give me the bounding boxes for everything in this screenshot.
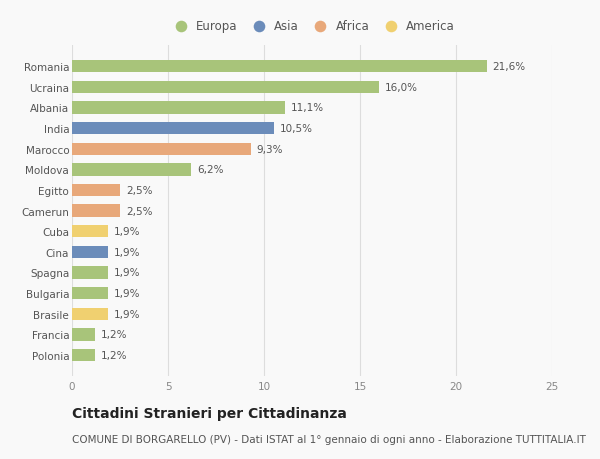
Text: 1,2%: 1,2% xyxy=(101,350,127,360)
Text: 10,5%: 10,5% xyxy=(280,124,313,134)
Bar xyxy=(72,82,379,94)
Bar xyxy=(72,349,95,361)
Bar xyxy=(72,329,95,341)
Legend: Europa, Asia, Africa, America: Europa, Asia, Africa, America xyxy=(169,21,455,34)
Bar xyxy=(72,185,120,197)
Bar xyxy=(72,123,274,135)
Bar xyxy=(72,102,285,114)
Bar xyxy=(72,143,251,156)
Text: 1,2%: 1,2% xyxy=(101,330,127,340)
Text: 1,9%: 1,9% xyxy=(114,309,141,319)
Text: 16,0%: 16,0% xyxy=(385,83,418,93)
Text: 2,5%: 2,5% xyxy=(126,185,152,196)
Bar xyxy=(72,287,109,300)
Text: 1,9%: 1,9% xyxy=(114,268,141,278)
Text: 9,3%: 9,3% xyxy=(256,145,283,154)
Text: 11,1%: 11,1% xyxy=(291,103,324,113)
Text: 1,9%: 1,9% xyxy=(114,247,141,257)
Text: 21,6%: 21,6% xyxy=(493,62,526,72)
Text: 6,2%: 6,2% xyxy=(197,165,223,175)
Text: 1,9%: 1,9% xyxy=(114,227,141,237)
Bar xyxy=(72,225,109,238)
Bar xyxy=(72,164,191,176)
Bar xyxy=(72,308,109,320)
Text: 1,9%: 1,9% xyxy=(114,288,141,298)
Text: COMUNE DI BORGARELLO (PV) - Dati ISTAT al 1° gennaio di ogni anno - Elaborazione: COMUNE DI BORGARELLO (PV) - Dati ISTAT a… xyxy=(72,434,586,444)
Bar xyxy=(72,205,120,217)
Bar xyxy=(72,267,109,279)
Bar xyxy=(72,61,487,73)
Text: 2,5%: 2,5% xyxy=(126,206,152,216)
Text: Cittadini Stranieri per Cittadinanza: Cittadini Stranieri per Cittadinanza xyxy=(72,406,347,420)
Bar xyxy=(72,246,109,258)
